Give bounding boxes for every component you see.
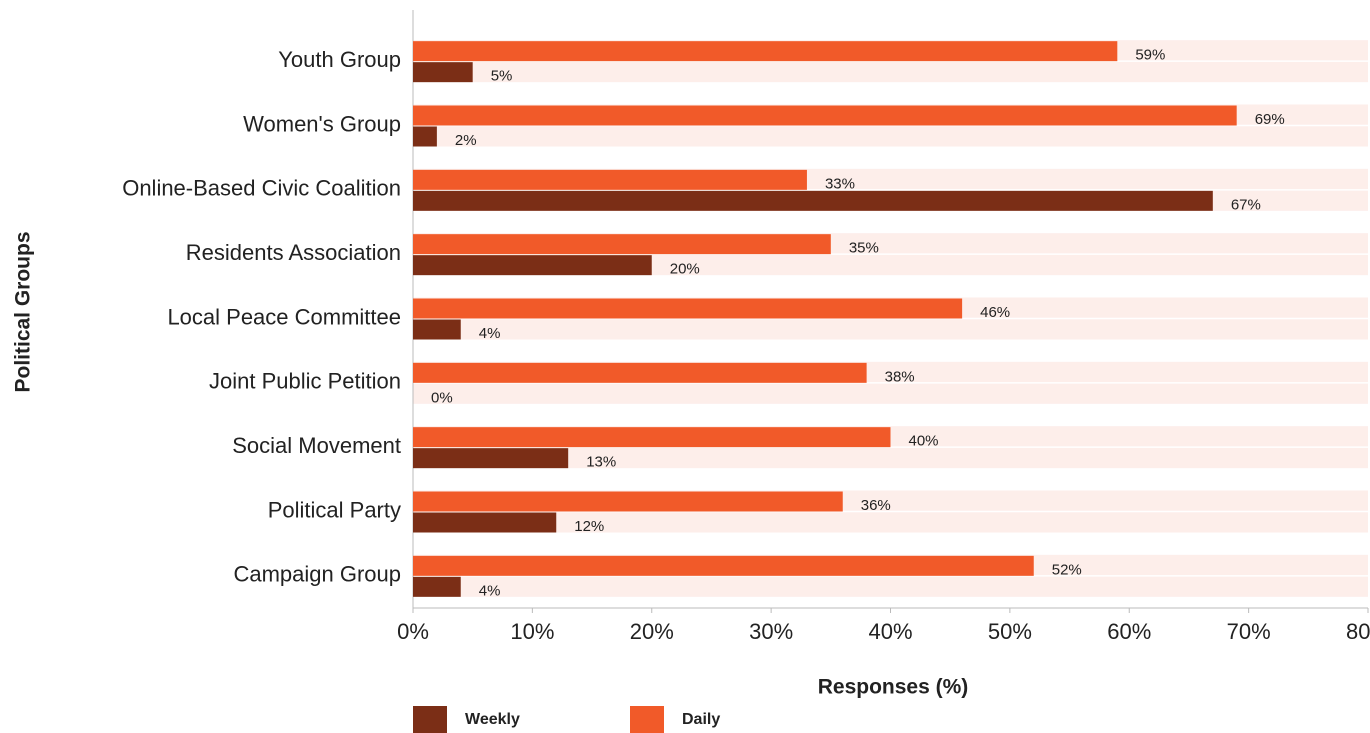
x-axis-title: Responses (%) xyxy=(818,676,969,699)
x-tick-label: 10% xyxy=(510,619,554,644)
bar xyxy=(413,491,843,512)
x-tick-label: 60% xyxy=(1107,619,1151,644)
value-label: 0% xyxy=(431,389,453,406)
y-tick-label: Youth Group xyxy=(278,47,401,72)
value-label: 13% xyxy=(586,454,616,471)
bar xyxy=(413,255,652,276)
bar xyxy=(413,362,867,383)
y-tick-label: Social Movement xyxy=(232,433,401,458)
value-label: 52% xyxy=(1052,561,1082,578)
value-label: 36% xyxy=(861,497,891,514)
value-label: 2% xyxy=(455,132,477,149)
bar xyxy=(413,298,963,319)
value-label: 59% xyxy=(1135,47,1165,64)
bar xyxy=(413,234,831,255)
bar xyxy=(413,126,437,147)
value-label: 46% xyxy=(980,304,1010,321)
value-label: 20% xyxy=(670,261,700,278)
bar xyxy=(413,105,1237,126)
value-label: 4% xyxy=(479,582,501,599)
bar xyxy=(413,448,569,469)
value-label: 33% xyxy=(825,175,855,192)
x-tick-label: 50% xyxy=(988,619,1032,644)
value-label: 12% xyxy=(574,518,604,535)
value-label: 69% xyxy=(1255,111,1285,128)
x-tick-label: 0% xyxy=(397,619,429,644)
value-label: 67% xyxy=(1231,196,1261,213)
bar xyxy=(413,319,461,340)
y-tick-label: Local Peace Committee xyxy=(167,304,401,329)
x-tick-label: 30% xyxy=(749,619,793,644)
value-label: 4% xyxy=(479,325,501,342)
legend-label: Weekly xyxy=(465,711,520,728)
bar xyxy=(413,555,1034,576)
bar xyxy=(413,512,557,533)
bar xyxy=(413,62,473,83)
y-tick-label: Women's Group xyxy=(243,111,401,136)
y-axis-title: Political Groups xyxy=(12,231,35,392)
x-tick-label: 70% xyxy=(1227,619,1271,644)
legend-label: Daily xyxy=(682,711,720,728)
value-label: 38% xyxy=(885,368,915,385)
y-tick-label: Campaign Group xyxy=(233,562,401,587)
y-tick-label: Joint Public Petition xyxy=(209,369,401,394)
y-tick-label: Political Party xyxy=(268,497,401,522)
legend-swatch xyxy=(630,706,664,733)
y-tick-label: Online-Based Civic Coalition xyxy=(122,176,401,201)
x-tick-label: 20% xyxy=(630,619,674,644)
value-label: 40% xyxy=(909,433,939,450)
bar xyxy=(413,169,807,190)
value-label: 35% xyxy=(849,240,879,257)
x-tick-label: 80% xyxy=(1346,619,1370,644)
value-label: 5% xyxy=(491,68,513,85)
bar xyxy=(413,576,461,597)
x-tick-label: 40% xyxy=(868,619,912,644)
bar xyxy=(413,41,1118,62)
y-tick-label: Residents Association xyxy=(186,240,401,265)
bar xyxy=(413,190,1213,211)
legend-swatch xyxy=(413,706,447,733)
bar xyxy=(413,427,891,448)
